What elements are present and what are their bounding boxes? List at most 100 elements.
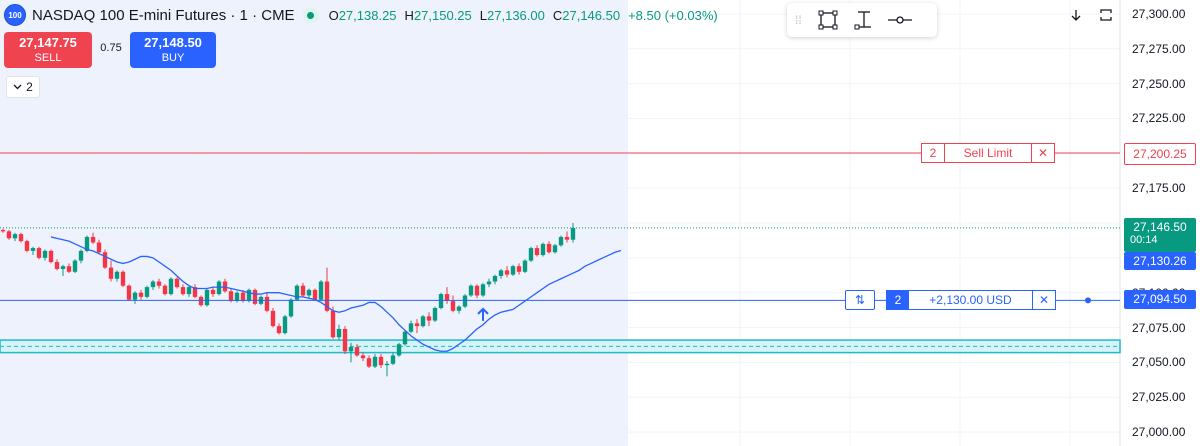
candle-body: [366, 358, 372, 367]
candle: [486, 278, 492, 288]
sell-limit-qty[interactable]: 2: [922, 143, 945, 162]
candle-body: [564, 236, 570, 240]
close-icon[interactable]: ✕: [1032, 291, 1055, 310]
candle-body: [450, 301, 456, 311]
candle: [66, 263, 72, 274]
candle-body: [336, 328, 342, 338]
candle: [60, 264, 66, 276]
candle: [534, 245, 540, 257]
candle: [372, 354, 378, 368]
candle-body: [546, 243, 552, 253]
ohlc-low: L27,136.00: [479, 7, 545, 23]
candle-body: [558, 236, 564, 246]
candle-body: [210, 289, 216, 295]
last-price-label: 27,146.50 00:14: [1124, 217, 1196, 252]
candle: [468, 284, 474, 297]
candle: [54, 259, 60, 271]
candle-body: [180, 287, 186, 295]
rectangle-tool-icon[interactable]: [815, 7, 841, 33]
candle-body: [414, 323, 420, 327]
buy-button[interactable]: 27,148.50 BUY: [130, 32, 216, 68]
candle-body: [144, 287, 150, 297]
measure-tool-icon[interactable]: [851, 7, 877, 33]
candle: [522, 259, 528, 274]
candle: [336, 324, 342, 341]
candle-body: [42, 250, 48, 258]
drag-handle-icon[interactable]: ⁞⁞: [795, 13, 802, 27]
close-icon[interactable]: ✕: [1031, 143, 1054, 162]
candle: [360, 352, 366, 361]
buy-price: 27,148.50: [144, 35, 202, 50]
candle-body: [78, 250, 84, 261]
candle-body: [540, 243, 546, 256]
candle-body: [132, 292, 138, 300]
candle: [414, 319, 420, 334]
price-tick-label: 27,275.00: [1132, 41, 1186, 56]
reverse-position-icon[interactable]: ⇅: [845, 290, 875, 311]
candle-body: [66, 266, 72, 272]
candle: [0, 228, 6, 233]
arrow-down-icon[interactable]: [1064, 4, 1088, 26]
candle-body: [306, 289, 312, 296]
candle: [30, 246, 36, 256]
market-status-icon[interactable]: [302, 7, 319, 23]
position-order[interactable]: 2 +2,130.00 USD ✕: [886, 290, 1056, 311]
candle: [42, 249, 48, 261]
candle-body: [288, 299, 294, 317]
candle-body: [198, 296, 204, 306]
candle: [96, 239, 102, 254]
candle-body: [282, 316, 288, 334]
candle: [408, 320, 414, 334]
fullscreen-icon[interactable]: [1094, 4, 1118, 26]
candle: [498, 268, 504, 279]
position-pnl: +2,130.00 USD: [929, 293, 1012, 308]
candle: [276, 323, 282, 335]
candle-body: [204, 289, 210, 306]
candle-body: [222, 281, 228, 292]
candle-body: [246, 289, 252, 302]
indicators-collapse-button[interactable]: 2: [6, 76, 40, 98]
candle-body: [474, 285, 480, 296]
candle: [330, 306, 336, 339]
candle-body: [54, 262, 60, 269]
horizontal-line-tool-icon[interactable]: [887, 7, 913, 33]
candle: [108, 260, 114, 282]
candle-body: [396, 344, 402, 356]
price-tick-label: 27,300.00: [1132, 6, 1186, 21]
symbol-title[interactable]: NASDAQ 100 E-mini Futures · 1 · CME: [32, 6, 295, 24]
candle: [420, 314, 426, 328]
candle: [204, 288, 210, 307]
candle-body: [342, 328, 348, 352]
candle-body: [270, 310, 276, 327]
symbol-logo[interactable]: 100: [4, 4, 26, 26]
candle-body: [390, 355, 396, 364]
candle: [570, 223, 576, 243]
candle-body: [354, 347, 360, 356]
candle-body: [402, 331, 408, 345]
candle-body: [516, 266, 522, 272]
candle: [546, 241, 552, 254]
sell-button[interactable]: 27,147.75 SELL: [4, 32, 92, 68]
spread-value: 0.75: [100, 42, 122, 54]
candle: [480, 282, 486, 297]
candle-body: [36, 248, 42, 258]
candle: [114, 270, 120, 282]
candle: [120, 270, 126, 288]
sell-limit-order[interactable]: 2 Sell Limit ✕: [921, 142, 1055, 163]
last-price-value: 27,146.50: [1133, 219, 1187, 234]
candle-body: [162, 285, 168, 295]
candle: [222, 278, 228, 293]
position-line-handle: [1085, 297, 1091, 304]
candle-body: [570, 227, 576, 240]
candle: [396, 342, 402, 357]
bar-countdown: 00:14: [1130, 233, 1158, 246]
candle: [456, 305, 462, 314]
candle-body: [372, 356, 378, 367]
candle-body: [30, 248, 36, 251]
candle: [378, 354, 384, 368]
candle-body: [48, 250, 54, 263]
position-qty[interactable]: 2: [887, 291, 909, 310]
candle-body: [90, 236, 96, 243]
candle-body: [252, 289, 258, 304]
